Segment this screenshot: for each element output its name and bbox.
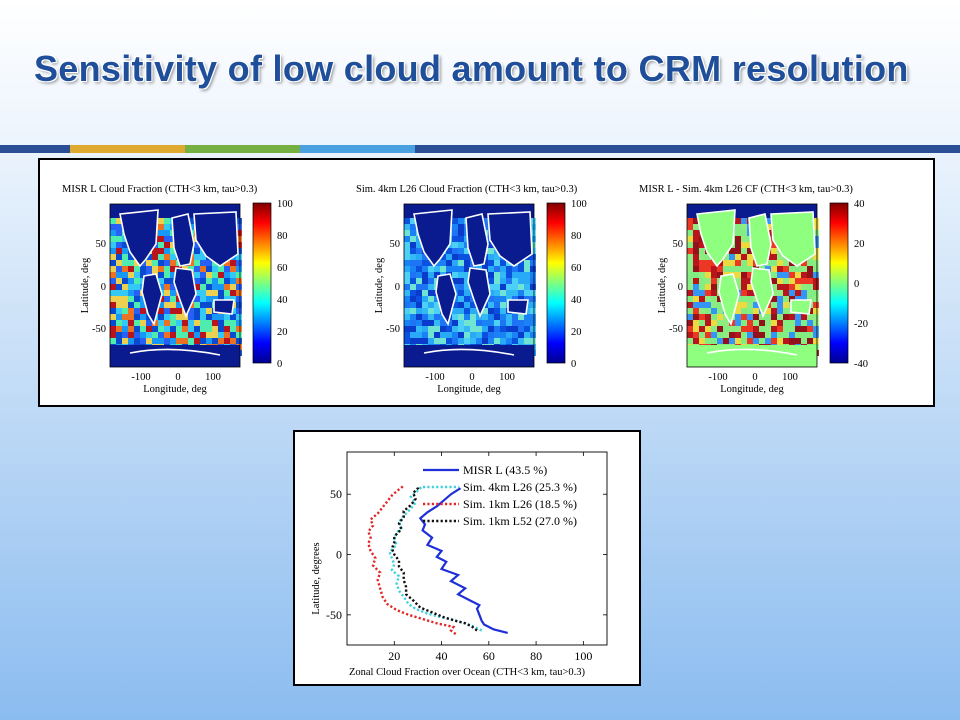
continents: [110, 209, 240, 367]
map-xtick: -100: [708, 372, 727, 383]
y-tick-label: 50: [330, 487, 342, 501]
legend-label: Sim. 1km L52 (27.0 %): [463, 514, 577, 528]
map-title: MISR L Cloud Fraction (CTH<3 km, tau>0.3…: [62, 184, 258, 195]
colorbar-tick: 40: [571, 295, 582, 306]
colorbar-tick: 60: [277, 263, 288, 274]
map-2: Sim. 4km L26 Cloud Fraction (CTH<3 km, t…: [356, 184, 587, 395]
map-frame: [109, 203, 241, 368]
map-1: MISR L Cloud Fraction (CTH<3 km, tau>0.3…: [62, 184, 293, 395]
colorbar-tick: 40: [854, 199, 865, 210]
chart-axes: 20 40 60 80 100 -50 0 50 Zonal Cloud Fraction ov…: [311, 451, 608, 678]
map-ytick: 50: [96, 239, 107, 250]
map-title: MISR L - Sim. 4km L26 CF (CTH<3 km, tau>…: [639, 184, 853, 195]
map-xtick: 100: [782, 372, 798, 383]
colorbar-tick: -40: [854, 359, 868, 370]
slide-title: Sensitivity of low cloud amount to CRM r…: [34, 48, 909, 89]
map-ytick: -50: [669, 324, 683, 335]
legend-label: Sim. 4km L26 (25.3 %): [463, 480, 577, 494]
map-frame: [686, 203, 818, 368]
y-axis-label: Latitude, degrees: [311, 542, 322, 614]
map-ytick: 50: [390, 239, 401, 250]
maps-figure: MISR L Cloud Fraction (CTH<3 km, tau>0.3…: [62, 184, 868, 395]
colorbar-tick: 0: [277, 359, 282, 370]
legend-label: Sim. 1km L26 (18.5 %): [463, 497, 577, 511]
map-xtick: -100: [425, 372, 444, 383]
map-xtick: -100: [131, 372, 150, 383]
map-ytick: 50: [673, 239, 684, 250]
x-tick-label: 100: [574, 649, 592, 663]
map-ytick: -50: [386, 324, 400, 335]
rule-segment: [415, 145, 960, 153]
map-xlabel: Longitude, deg: [437, 384, 501, 395]
colorbar-tick: 40: [277, 295, 288, 306]
rule-segment: [0, 145, 70, 153]
map-xtick: 0: [469, 372, 474, 383]
x-tick-label: 20: [388, 649, 400, 663]
series-line-2: [388, 484, 483, 632]
legend-label: MISR L (43.5 %): [463, 463, 547, 477]
y-tick-label: 0: [336, 548, 342, 562]
continents: [404, 209, 534, 367]
map-xlabel: Longitude, deg: [720, 384, 784, 395]
x-axis-label: Zonal Cloud Fraction over Ocean (CTH<3 k…: [349, 667, 586, 678]
x-tick-label: 40: [436, 649, 448, 663]
colorbar-tick: 20: [854, 239, 865, 250]
series-line-3: [366, 484, 457, 636]
colorbar-tick: 80: [571, 231, 582, 242]
y-tick-label: -50: [326, 608, 342, 622]
colorbar-tick: -20: [854, 319, 868, 330]
map-ytick: -50: [92, 324, 106, 335]
rule-segment: [70, 145, 185, 153]
map-xtick: 100: [499, 372, 515, 383]
series-line-4: [390, 485, 478, 632]
map-xtick: 0: [175, 372, 180, 383]
x-tick-label: 80: [530, 649, 542, 663]
map-xtick: 0: [752, 372, 757, 383]
map-ytick: 0: [678, 282, 683, 293]
map-3: MISR L - Sim. 4km L26 CF (CTH<3 km, tau>…: [639, 184, 868, 395]
map-xlabel: Longitude, deg: [143, 384, 207, 395]
colorbar: [829, 202, 849, 364]
map-ylabel: Latitude, deg: [657, 257, 668, 313]
colorbar: [252, 202, 272, 364]
series-line-1: [418, 487, 508, 634]
colorbar-tick: 100: [571, 199, 587, 210]
colorbar: [546, 202, 566, 364]
maps-figure-panel: MISR L Cloud Fraction (CTH<3 km, tau>0.3…: [38, 158, 935, 407]
map-ylabel: Latitude, deg: [80, 257, 91, 313]
colorbar-tick: 20: [571, 327, 582, 338]
colorbar-tick: 80: [277, 231, 288, 242]
colorbar-tick: 0: [571, 359, 576, 370]
map-ytick: 0: [395, 282, 400, 293]
title-rule: [0, 145, 960, 153]
zonal-chart-panel: 20 40 60 80 100 -50 0 50 Zonal Cloud Fraction ov…: [293, 430, 641, 686]
rule-segment: [300, 145, 415, 153]
map-xtick: 100: [205, 372, 221, 383]
plot-area: [346, 451, 608, 646]
map-ytick: 0: [101, 282, 106, 293]
colorbar-tick: 0: [854, 279, 859, 290]
colorbar-tick: 20: [277, 327, 288, 338]
rule-segment: [185, 145, 300, 153]
map-ylabel: Latitude, deg: [374, 257, 385, 313]
colorbar-tick: 60: [571, 263, 582, 274]
continents: [687, 209, 817, 367]
x-tick-label: 60: [483, 649, 495, 663]
zonal-chart: 20 40 60 80 100 -50 0 50 Zonal Cloud Fraction ov…: [311, 451, 608, 678]
chart-legend: MISR L (43.5 %) Sim. 4km L26 (25.3 %) Sim.…: [423, 463, 577, 528]
colorbar-tick: 100: [277, 199, 293, 210]
map-frame: [403, 203, 535, 368]
map-title: Sim. 4km L26 Cloud Fraction (CTH<3 km, t…: [356, 184, 578, 195]
